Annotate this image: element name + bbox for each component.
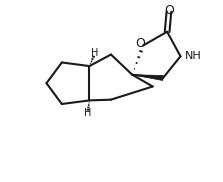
Polygon shape	[132, 75, 163, 80]
Text: H: H	[91, 48, 98, 58]
Text: O: O	[135, 37, 145, 50]
Text: H: H	[84, 108, 92, 118]
Text: NH: NH	[184, 51, 201, 61]
Text: O: O	[164, 4, 174, 17]
